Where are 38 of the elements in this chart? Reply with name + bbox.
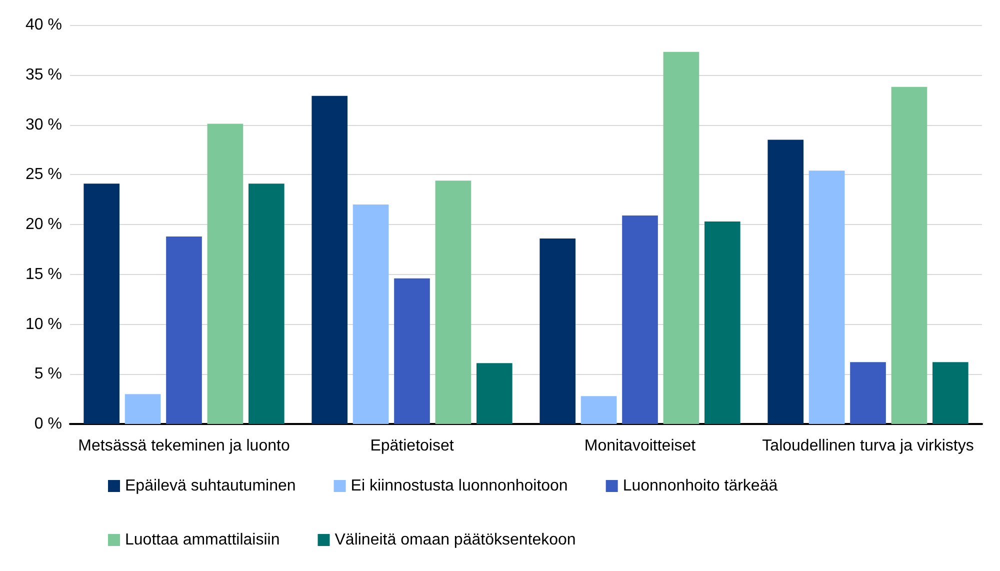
x-tick-label: Epätietoiset <box>370 438 454 454</box>
y-tick-label: 35 % <box>26 66 62 84</box>
legend-label: Luottaa ammattilaisiin <box>125 532 280 548</box>
y-tick-label: 25 % <box>26 166 62 184</box>
y-tick-label: 20 % <box>26 216 62 233</box>
bar <box>540 238 576 424</box>
bar <box>166 236 202 424</box>
bar <box>663 52 700 424</box>
legend-label: Luonnonhoito tärkeää <box>622 478 778 494</box>
bar <box>394 278 430 424</box>
bar <box>476 363 512 424</box>
bar <box>932 362 968 424</box>
y-tick-label: 0 % <box>34 416 62 432</box>
bar <box>622 216 658 424</box>
y-tick-label: 10 % <box>26 316 62 333</box>
bar <box>435 180 472 424</box>
x-tick-label: Taloudellinen turva ja virkistys <box>762 438 974 454</box>
legend-label: Epäilevä suhtautuminen <box>125 478 296 494</box>
y-tick-label: 30 % <box>26 116 62 134</box>
bar <box>207 124 244 424</box>
bar <box>84 184 120 424</box>
bar <box>891 86 928 424</box>
bar <box>850 362 886 424</box>
y-tick-label: 5 % <box>34 366 62 383</box>
y-tick-label: 40 % <box>26 16 62 34</box>
legend-label: Välineitä omaan päätöksentekoon <box>334 532 576 548</box>
bar <box>768 140 804 424</box>
y-tick-label: 15 % <box>26 266 62 283</box>
x-tick-label: Monitavoitteiset <box>584 438 696 454</box>
bar <box>248 184 284 424</box>
bar <box>312 96 348 424</box>
x-tick-label: Metsässä tekeminen ja luonto <box>78 438 290 454</box>
bar <box>580 396 617 424</box>
legend-label: Ei kiinnostusta luonnonhoitoon <box>350 478 568 494</box>
bar <box>124 394 161 424</box>
bar <box>808 170 845 424</box>
bar <box>352 204 389 424</box>
bar <box>704 222 740 424</box>
